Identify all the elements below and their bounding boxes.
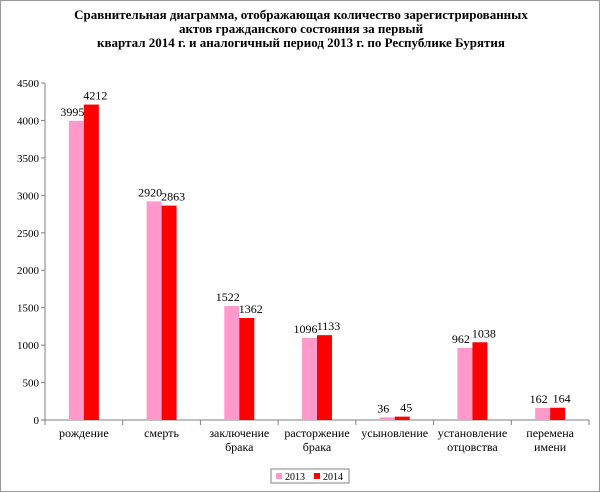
chart-title-line: актов гражданского состояния за первый [179,21,424,36]
legend-box [270,468,350,484]
bar-2014 [83,104,99,421]
data-label-2013: 962 [452,332,470,346]
chart-title: Сравнительная диаграмма, отображающая ко… [74,7,528,50]
data-label-2013: 36 [377,401,389,415]
legend-swatch-2014 [314,473,320,479]
y-tick-label: 1500 [17,303,40,315]
bar-2013 [535,407,551,420]
bar-2013 [457,347,473,420]
chart-title-line: квартал 2014 г. и аналогичный период 201… [97,35,505,50]
bar-2013 [224,306,240,420]
data-label-2014: 45 [400,401,412,415]
y-tick-label: 1000 [17,340,40,352]
x-tick-label: усыновление [361,426,428,440]
y-tick-label: 2000 [17,265,40,277]
x-tick-label: расторжение брака [284,426,349,454]
bar-2013 [146,201,162,420]
y-tick-label: 0 [34,415,40,427]
bar-2014 [317,335,332,420]
bar-2014 [472,342,488,420]
data-label-2014: 1133 [317,319,341,333]
y-tick-label: 500 [23,378,40,390]
data-label-2014: 4212 [83,89,107,103]
bar-2013 [302,337,317,420]
data-label-2013: 3995 [60,105,84,119]
legend-label-2013: 2013 [285,472,305,483]
data-label-2013: 1522 [216,290,240,304]
x-tick-label: смерть [144,426,179,440]
bar-2013 [68,120,84,421]
bars [68,104,566,421]
legend: 2013 2014 [270,468,350,484]
y-tick-label: 2500 [17,228,40,240]
bar-2014 [394,416,410,420]
y-tick-label: 3500 [17,153,40,165]
bar-2013 [379,417,395,420]
data-label-2013: 2920 [138,185,162,199]
bar-2014 [161,205,177,420]
legend-label-2014: 2014 [323,472,343,483]
data-label-2013: 162 [530,392,548,406]
data-label-2014: 1362 [239,302,263,316]
y-tick-label: 3000 [17,190,40,202]
data-label-2014: 164 [553,392,571,406]
data-label-2014: 1038 [472,326,496,340]
data-label-2013: 1096 [294,322,318,336]
x-tick-label: перемена имени [526,426,574,454]
y-tick-label: 4000 [17,115,40,127]
chart-title-line: Сравнительная диаграмма, отображающая ко… [74,7,528,22]
legend-swatch-2013 [276,473,282,479]
x-tick-label: установление отцовства [438,426,507,454]
x-tick-label: рождение [59,426,109,440]
bar-2014 [550,407,566,420]
axes: 0 500 1000 1500 2000 2500 3000 3500 4000 4500 рожд… [17,78,590,454]
bar-2014 [239,318,255,420]
y-tick-label: 4500 [17,78,40,90]
x-tick-label: заключение брака [209,426,269,454]
data-label-2014: 2863 [161,190,185,204]
